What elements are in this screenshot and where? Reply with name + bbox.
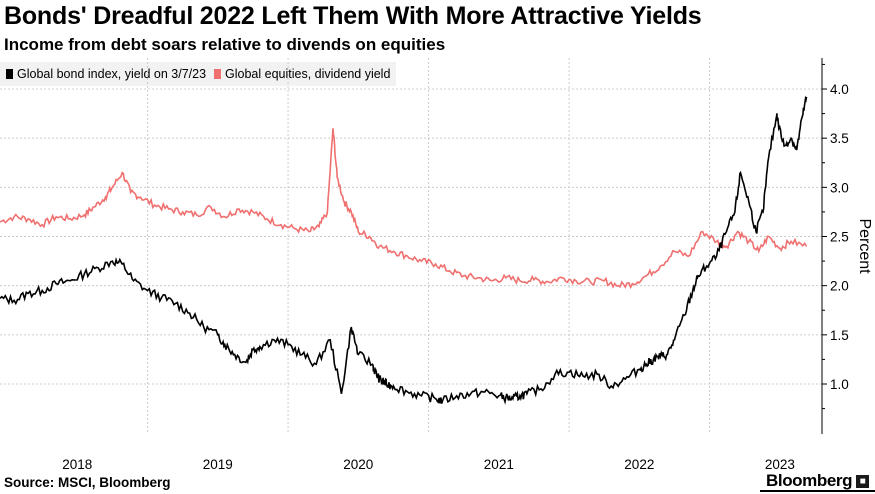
series-line-bond (0, 95, 808, 405)
y-tick-label: 2.5 (830, 230, 849, 245)
chart-subtitle: Income from debt soars relative to diven… (4, 35, 446, 54)
legend-item-equity: Global equities, dividend yield (214, 67, 390, 81)
legend-item-bond: Global bond index, yield on 3/7/23 (6, 67, 206, 81)
x-tick-label: 2022 (624, 457, 654, 472)
footer-rule (760, 490, 875, 492)
chart-title: Bonds' Dreadful 2022 Left Them With More… (4, 2, 702, 30)
x-tick-label: 2021 (484, 457, 514, 472)
chart-badge-icon: ■ (856, 474, 870, 488)
bloomberg-brand: Bloomberg ■ (766, 471, 870, 491)
y-tick-label: 1.0 (830, 377, 849, 392)
y-tick-label: 1.5 (830, 328, 849, 343)
series-line-equity (0, 128, 808, 290)
series-layer (0, 95, 808, 405)
grid-layer (0, 58, 822, 434)
y-tick-label: 3.5 (830, 131, 849, 146)
x-tick-label: 2019 (203, 457, 233, 472)
legend-label-bond: Global bond index, yield on 3/7/23 (17, 67, 207, 81)
chart-legend: Global bond index, yield on 3/7/23 Globa… (0, 62, 397, 86)
y-axis-title: Percent (856, 218, 873, 274)
y-tick-label: 2.0 (830, 279, 849, 294)
legend-swatch-equity (214, 69, 222, 79)
y-tick-label: 3.0 (830, 180, 849, 195)
source-note: Source: MSCI, Bloomberg (4, 475, 171, 490)
bloomberg-label: Bloomberg (766, 471, 853, 490)
y-tick-label: 4.0 (830, 82, 849, 97)
legend-label-equity: Global equities, dividend yield (225, 67, 391, 81)
axis-layer: 1.0 1.5 2.0 2.5 3.0 3.5 4.0 2018 2019 2020 2021 202… (62, 58, 873, 472)
x-tick-label: 2020 (343, 457, 373, 472)
x-tick-label: 2018 (62, 457, 92, 472)
legend-swatch-bond (6, 69, 13, 79)
x-tick-label: 2023 (765, 457, 795, 472)
